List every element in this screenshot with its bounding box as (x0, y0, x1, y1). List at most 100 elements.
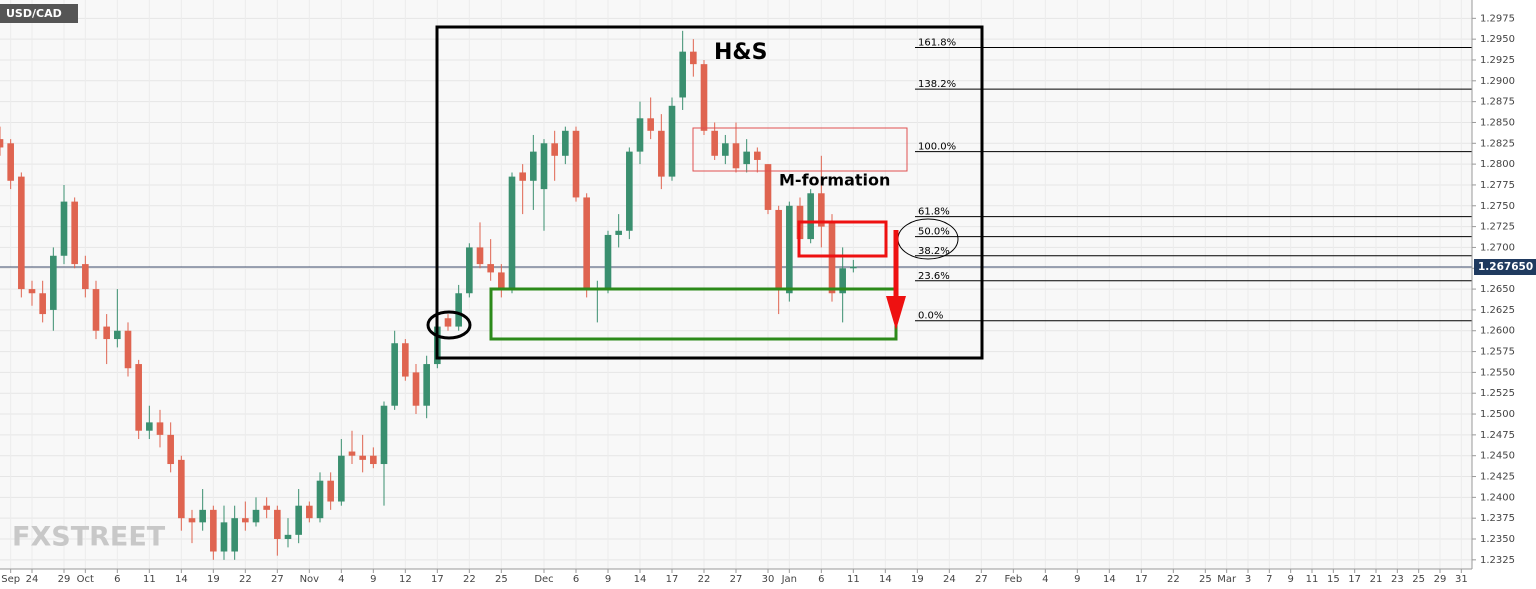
fib-label: 0.0% (918, 311, 943, 322)
candle-body (615, 230, 622, 235)
candle-body (722, 143, 729, 156)
x-tick-label: 31 (1455, 574, 1468, 585)
x-tick-label: 11 (847, 574, 860, 585)
candle-body (519, 172, 526, 181)
candle-body (679, 51, 686, 98)
candle-body (39, 293, 46, 315)
x-tick-label: 24 (943, 574, 956, 585)
fib-label: 38.2% (918, 246, 950, 257)
x-tick-label: 9 (1287, 574, 1293, 585)
x-tick-label: 27 (271, 574, 284, 585)
symbol-box (0, 4, 78, 23)
x-tick-label: 22 (698, 574, 711, 585)
fib-label: 161.8% (918, 37, 956, 48)
x-tick-label: 4 (338, 574, 344, 585)
candle-body (135, 364, 142, 431)
candle-body (327, 480, 334, 502)
y-tick-label: 1.2750 (1480, 201, 1515, 212)
y-tick-label: 1.2825 (1480, 138, 1515, 149)
x-tick-label: 30 (762, 574, 775, 585)
y-tick-label: 1.2850 (1480, 117, 1515, 128)
candle-body (444, 318, 452, 327)
candle-body (476, 247, 484, 265)
annotation: H&S (714, 40, 767, 65)
candle-body (28, 289, 36, 294)
candle-body (114, 330, 121, 340)
candle-body (839, 268, 846, 294)
y-tick-label: 1.2525 (1480, 388, 1515, 399)
y-tick-label: 1.2475 (1480, 430, 1515, 441)
candle-body (786, 205, 793, 294)
x-tick-label: 17 (666, 574, 679, 585)
price-tag-label: 1.267650 (1478, 261, 1533, 273)
candle-body (284, 534, 292, 540)
candle-body (82, 264, 89, 290)
fib-label: 100.0% (918, 142, 956, 153)
y-tick-label: 1.2950 (1480, 34, 1515, 45)
candle-body (402, 343, 409, 377)
candle-body (359, 455, 366, 460)
x-tick-label: 22 (239, 574, 252, 585)
x-tick-label: Feb (1004, 574, 1022, 585)
y-tick-label: 1.2375 (1480, 513, 1515, 524)
candle-body (391, 343, 398, 406)
candle-body (850, 266, 857, 269)
y-tick-label: 1.2400 (1480, 492, 1515, 503)
candle-body (220, 522, 228, 552)
candle-body (455, 293, 462, 327)
candle-body (0, 139, 4, 148)
candle-body (626, 151, 633, 231)
candle-body (743, 151, 750, 165)
candle-body (764, 164, 772, 210)
y-tick-label: 1.2650 (1480, 284, 1515, 295)
candle-body (7, 143, 14, 181)
candle-body (50, 255, 57, 310)
x-tick-label: 22 (463, 574, 476, 585)
y-tick-label: 1.2775 (1480, 180, 1515, 191)
candle-body (348, 451, 356, 456)
grid (0, 0, 1472, 569)
candle-body (732, 143, 740, 169)
y-tick-label: 1.2625 (1480, 305, 1515, 316)
x-tick-label: 25 (495, 574, 508, 585)
x-tick-label: 12 (399, 574, 412, 585)
x-tick-label: 11 (1306, 574, 1319, 585)
x-tick-label: 27 (730, 574, 743, 585)
x-tick-label: Dec (534, 574, 553, 585)
candle-body (700, 64, 708, 131)
x-tick-label: 9 (605, 574, 611, 585)
x-tick-label: 14 (634, 574, 647, 585)
candle-body (370, 455, 377, 465)
candle-body (92, 289, 100, 331)
symbol-label: USD/CAD (6, 7, 62, 20)
x-tick-label: 29 (1434, 574, 1447, 585)
candle-body (807, 193, 814, 240)
y-tick-label: 1.2725 (1480, 222, 1515, 233)
candle-body (103, 326, 110, 340)
candle-body (231, 518, 238, 552)
candle-body (828, 222, 836, 294)
y-tick-label: 1.2425 (1480, 472, 1515, 483)
candle-body (754, 151, 761, 160)
candle-body (775, 209, 782, 290)
pattern-box (435, 25, 984, 360)
x-tick-label: 25 (1412, 574, 1425, 585)
x-tick-label: Sep (1, 574, 20, 585)
x-tick-label: 4 (1042, 574, 1048, 585)
candle-body (18, 176, 25, 290)
y-tick-label: 1.2975 (1480, 13, 1515, 24)
x-tick-label: 19 (911, 574, 924, 585)
x-tick-label: 17 (1135, 574, 1148, 585)
x-tick-label: 22 (1167, 574, 1180, 585)
x-tick-label: 14 (1103, 574, 1116, 585)
x-tick-label: 6 (818, 574, 824, 585)
candle-body (551, 143, 558, 156)
candle-body (604, 234, 612, 290)
y-tick-label: 1.2325 (1480, 555, 1515, 566)
y-tick-label: 1.2450 (1480, 451, 1515, 462)
x-tick-label: 14 (879, 574, 892, 585)
candle-body (818, 193, 825, 227)
candle-body (711, 130, 718, 156)
candle-body (583, 197, 590, 290)
